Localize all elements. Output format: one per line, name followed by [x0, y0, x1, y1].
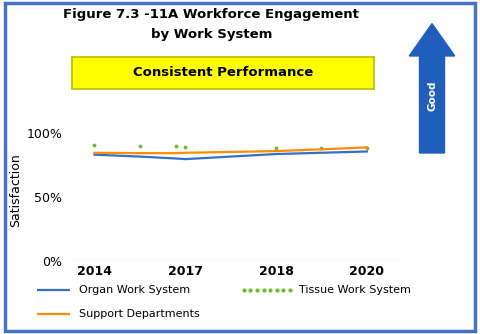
Text: Figure 7.3 -11A Workforce Engagement: Figure 7.3 -11A Workforce Engagement	[63, 8, 359, 21]
FancyArrow shape	[409, 24, 455, 153]
Text: Tissue Work System: Tissue Work System	[299, 285, 410, 295]
Text: Organ Work System: Organ Work System	[79, 285, 190, 295]
Text: by Work System: by Work System	[151, 28, 272, 41]
Text: Consistent Performance: Consistent Performance	[133, 66, 313, 79]
Y-axis label: Satisfaction: Satisfaction	[9, 154, 22, 227]
Text: Support Departments: Support Departments	[79, 309, 200, 319]
Text: Good: Good	[427, 80, 437, 111]
